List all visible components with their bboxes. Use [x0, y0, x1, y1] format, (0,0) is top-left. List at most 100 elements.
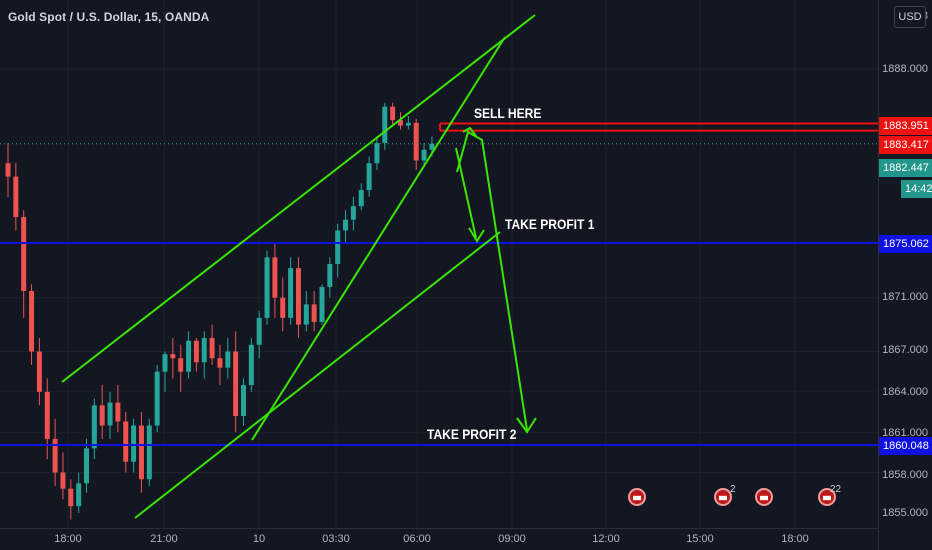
candle-body [193, 340, 199, 363]
candle-body [170, 354, 176, 359]
price-tick: 1871.000 [882, 291, 928, 303]
candle-body [374, 143, 380, 164]
candle-body [115, 402, 121, 422]
us-flag-icon [760, 495, 768, 501]
symbol-title[interactable]: Gold Spot / U.S. Dollar, 15, OANDA [8, 10, 210, 24]
candle-body [13, 176, 19, 217]
candle-body [295, 268, 301, 325]
candle-body [154, 371, 160, 426]
price-label-resistance-top[interactable]: 1883.951 [879, 117, 932, 135]
price-label-resistance-bottom[interactable]: 1883.417 [879, 136, 932, 154]
candle-body [256, 317, 262, 345]
candle-body [241, 385, 246, 417]
us-flag-icon [633, 495, 641, 501]
arrow-head-take-profit-2 [516, 417, 537, 434]
time-label: 18:00 [781, 533, 809, 545]
candle-body [131, 425, 137, 462]
time-label: 03:30 [322, 533, 350, 545]
candle-body [405, 122, 411, 126]
candle-body [390, 106, 396, 121]
candle-body [382, 106, 388, 144]
channel-lower-trendline [134, 231, 501, 519]
steep-trendline [251, 36, 506, 441]
projection-path [456, 130, 528, 431]
candle-body [272, 257, 278, 298]
candle-body [138, 425, 144, 480]
candle-body [60, 472, 66, 489]
candle-body [413, 122, 419, 161]
price-tick: 1864.000 [882, 386, 928, 398]
candle-body [186, 340, 192, 372]
price-label-countdown: 14:42 [901, 180, 932, 198]
candle-body [44, 391, 50, 439]
candle-body [52, 438, 58, 473]
candle-body [233, 351, 239, 417]
price-axis[interactable]: 18 1888.000 187 1871.000 1867.000 1864.0… [878, 0, 932, 550]
price-tick: 1855.000 [882, 507, 928, 519]
price-tick: 1861.000 [882, 427, 928, 439]
candle-body [319, 286, 325, 322]
time-label: 09:00 [498, 533, 526, 545]
currency-button[interactable]: USD [894, 6, 926, 28]
time-label: 12:00 [592, 533, 620, 545]
candle-body [225, 351, 231, 368]
candle-body [84, 448, 89, 484]
candle-body [201, 338, 207, 363]
candle-body [123, 421, 129, 462]
candle-body [178, 358, 184, 372]
candle-body [366, 163, 372, 191]
annotation-take-profit-2: TAKE PROFIT 2 [427, 426, 517, 442]
annotation-sell-here: SELL HERE [474, 105, 542, 121]
candle-body [327, 264, 333, 287]
channel-upper-trendline [61, 14, 536, 383]
price-label-last[interactable]: 1882.447 [879, 159, 932, 177]
time-label: 10 [252, 533, 266, 545]
time-axis[interactable]: 18:00 21:00 10 03:30 06:00 09:00 12:00 1… [0, 528, 878, 550]
candle-body [99, 405, 105, 426]
candle-body [36, 351, 42, 392]
event-badge[interactable] [714, 488, 732, 506]
candle-body [29, 290, 35, 352]
event-badge[interactable] [755, 488, 773, 506]
event-badge[interactable] [818, 488, 836, 506]
candle-body [209, 338, 215, 359]
candle-body [5, 163, 11, 177]
arrow-head-take-profit-1 [468, 227, 485, 243]
candle-body [358, 190, 364, 207]
chart-canvas[interactable] [0, 0, 878, 528]
candle-body [421, 149, 427, 161]
candle-body [91, 405, 97, 449]
price-tick: 1858.000 [882, 469, 928, 481]
time-label: 18:00 [54, 533, 82, 545]
candle-body [335, 230, 341, 265]
candle-body [311, 304, 317, 322]
candle-body [350, 206, 356, 220]
event-badge[interactable] [628, 488, 646, 506]
event-badge-count: 2 [730, 484, 736, 495]
candle-body [303, 304, 309, 325]
price-label-take-profit-2[interactable]: 1860.048 [879, 437, 932, 455]
candle-body [107, 402, 113, 426]
candle-body [343, 219, 349, 231]
candle-body [398, 120, 403, 126]
candle-body [429, 143, 435, 150]
time-label: 15:00 [686, 533, 714, 545]
candle-body [288, 268, 294, 318]
price-tick: 1888.000 [882, 63, 928, 75]
time-label: 06:00 [403, 533, 431, 545]
projection-arrow-take-profit-1 [455, 147, 477, 239]
candle-body [146, 425, 152, 480]
price-label-take-profit-1[interactable]: 1875.062 [879, 235, 932, 253]
event-badge-count: 22 [830, 484, 842, 495]
chart-area[interactable]: Gold Spot / U.S. Dollar, 15, OANDA SELL … [0, 0, 878, 528]
candle-body [280, 297, 286, 318]
candle-body [162, 354, 168, 372]
candle-body [248, 344, 254, 386]
time-label: 21:00 [150, 533, 178, 545]
price-tick: 1867.000 [882, 344, 928, 356]
candle-body [68, 488, 74, 507]
us-flag-icon [719, 495, 727, 501]
candle-body [217, 358, 223, 368]
candle-body [264, 257, 270, 318]
candle-body [21, 216, 27, 291]
